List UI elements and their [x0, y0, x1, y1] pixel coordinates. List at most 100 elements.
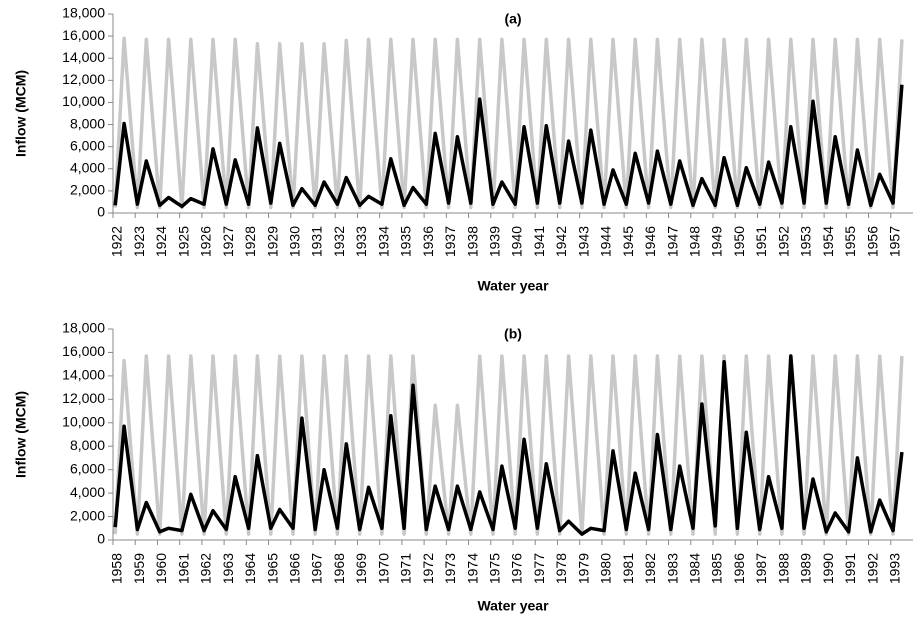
x-tick-label: 1975 [486, 553, 502, 584]
y-tick-label: 4,000 [70, 159, 105, 175]
x-tick-label: 1924 [153, 226, 169, 257]
x-tick-label: 1969 [353, 553, 369, 584]
x-tick-label: 1968 [331, 553, 347, 584]
x-tick-label: 1931 [309, 226, 325, 257]
y-axis-label: Inflow (MCM) [13, 391, 29, 478]
y-tick-label: 16,000 [62, 343, 105, 359]
x-tick-label: 1982 [642, 553, 658, 584]
x-tick-label: 1925 [175, 226, 191, 257]
y-tick-label: 0 [97, 531, 105, 547]
x-tick-label: 1984 [686, 553, 702, 584]
x-tick-label: 1992 [864, 553, 880, 584]
x-tick-label: 1934 [375, 226, 391, 257]
x-tick-label: 1946 [642, 226, 658, 257]
x-tick-label: 1936 [420, 226, 436, 257]
x-tick-label: 1933 [353, 226, 369, 257]
series-line [113, 36, 904, 210]
x-tick-label: 1947 [664, 226, 680, 257]
x-tick-label: 1951 [753, 226, 769, 257]
x-tick-label: 1965 [264, 553, 280, 584]
x-tick-label: 1948 [686, 226, 702, 257]
x-tick-label: 1977 [531, 553, 547, 584]
y-tick-label: 12,000 [62, 390, 105, 406]
panel-title: (a) [504, 11, 521, 27]
x-tick-label: 1959 [131, 553, 147, 584]
x-tick-label: 1987 [753, 553, 769, 584]
x-tick-label: 1929 [264, 226, 280, 257]
x-tick-label: 1970 [375, 553, 391, 584]
x-tick-label: 1930 [286, 226, 302, 257]
x-tick-label: 1990 [820, 553, 836, 584]
x-tick-label: 1993 [886, 553, 902, 584]
series-line [113, 354, 904, 536]
y-tick-label: 10,000 [62, 413, 105, 429]
x-tick-label: 1922 [109, 226, 125, 257]
x-tick-label: 1945 [620, 226, 636, 257]
x-tick-label: 1954 [820, 226, 836, 257]
y-tick-label: 6,000 [70, 137, 105, 153]
y-tick-label: 4,000 [70, 484, 105, 500]
y-tick-label: 12,000 [62, 71, 105, 87]
panel-title: (b) [504, 326, 522, 342]
x-tick-label: 1927 [220, 226, 236, 257]
x-tick-label: 1964 [242, 553, 258, 584]
y-tick-label: 10,000 [62, 93, 105, 109]
y-tick-label: 0 [97, 204, 105, 220]
x-tick-label: 1974 [464, 553, 480, 584]
x-tick-label: 1937 [442, 226, 458, 257]
x-tick-label: 1942 [553, 226, 569, 257]
y-tick-label: 18,000 [62, 5, 105, 21]
y-tick-label: 2,000 [70, 182, 105, 198]
y-tick-label: 14,000 [62, 367, 105, 383]
x-tick-label: 1978 [553, 553, 569, 584]
x-axis-label: Water year [477, 598, 549, 614]
y-tick-label: 16,000 [62, 27, 105, 43]
x-tick-label: 1966 [286, 553, 302, 584]
x-tick-label: 1956 [864, 226, 880, 257]
x-tick-label: 1960 [153, 553, 169, 584]
series-line [113, 354, 904, 536]
x-tick-label: 1923 [131, 226, 147, 257]
x-tick-label: 1967 [309, 553, 325, 584]
x-tick-label: 1980 [598, 553, 614, 584]
x-tick-label: 1989 [798, 553, 814, 584]
x-tick-label: 1976 [509, 553, 525, 584]
x-tick-label: 1981 [620, 553, 636, 584]
y-tick-label: 2,000 [70, 507, 105, 523]
x-tick-label: 1979 [575, 553, 591, 584]
x-tick-label: 1953 [798, 226, 814, 257]
x-tick-label: 1944 [598, 226, 614, 257]
y-tick-label: 6,000 [70, 460, 105, 476]
x-tick-label: 1972 [420, 553, 436, 584]
x-tick-label: 1952 [775, 226, 791, 257]
y-tick-label: 18,000 [62, 320, 105, 336]
x-axis-label: Water year [477, 278, 549, 294]
x-tick-label: 1935 [398, 226, 414, 257]
x-tick-label: 1932 [331, 226, 347, 257]
x-tick-label: 1940 [509, 226, 525, 257]
x-tick-label: 1961 [175, 553, 191, 584]
x-tick-label: 1941 [531, 226, 547, 257]
x-tick-label: 1928 [242, 226, 258, 257]
x-tick-label: 1963 [220, 553, 236, 584]
x-tick-label: 1950 [731, 226, 747, 257]
x-tick-label: 1949 [709, 226, 725, 257]
x-tick-label: 1985 [709, 553, 725, 584]
x-tick-label: 1986 [731, 553, 747, 584]
x-tick-label: 1991 [842, 553, 858, 584]
x-tick-label: 1957 [886, 226, 902, 257]
x-tick-label: 1958 [109, 553, 125, 584]
x-tick-label: 1939 [486, 226, 502, 257]
series-line [113, 84, 904, 209]
x-tick-label: 1973 [442, 553, 458, 584]
x-tick-label: 1943 [575, 226, 591, 257]
x-tick-label: 1938 [464, 226, 480, 257]
x-tick-label: 1971 [398, 553, 414, 584]
x-tick-label: 1962 [198, 553, 214, 584]
y-tick-label: 8,000 [70, 437, 105, 453]
y-tick-label: 8,000 [70, 115, 105, 131]
x-tick-label: 1955 [842, 226, 858, 257]
x-tick-label: 1926 [198, 226, 214, 257]
y-axis-label: Inflow (MCM) [13, 70, 29, 157]
